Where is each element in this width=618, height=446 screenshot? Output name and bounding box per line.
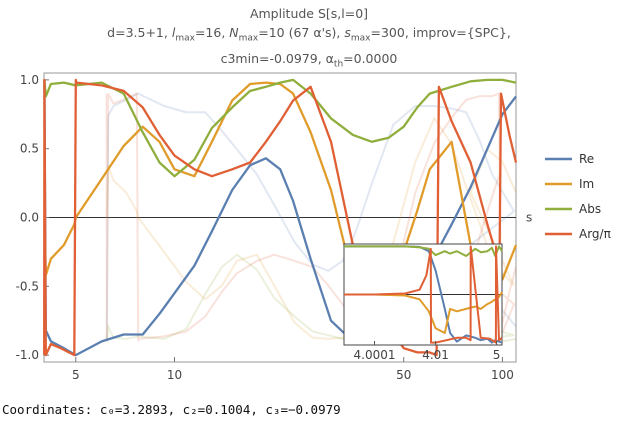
faded-curve-re	[105, 92, 517, 342]
legend-label-re: Re	[579, 152, 594, 166]
x-tick-label: 50	[396, 368, 411, 382]
x-axis-label: s	[526, 211, 532, 225]
chart-subtitle-line-2: c3min=-0.0979, αth=0.0000	[220, 50, 398, 70]
legend-label-im: Im	[579, 177, 594, 191]
y-tick-label: 1.0	[20, 73, 39, 87]
chart-title-block: Amplitude S[s,l=0] d=3.5+1, lmax=16, Nma…	[0, 4, 618, 74]
chart-title: Amplitude S[s,l=0]	[249, 6, 369, 21]
inset-series-line-abs	[344, 245, 503, 257]
y-tick-label: 0.5	[20, 142, 39, 156]
inset-x-tick-label: 4.0001	[354, 348, 396, 362]
x-tick-label: 10	[167, 368, 182, 382]
legend-label-abs: Abs	[579, 202, 601, 216]
series-line-abs	[43, 78, 517, 178]
inset-series-line-arg	[344, 245, 503, 344]
y-tick-label: 0.0	[20, 211, 39, 225]
legend-label-arg: Arg/π	[579, 227, 611, 241]
x-tick-label: 5	[72, 368, 80, 382]
inset-x-tick-label: 5	[493, 348, 501, 362]
coordinates-readout: Coordinates: c₀=3.2893, c₂=0.1004, c₃=−0…	[2, 402, 341, 417]
inset-series-line-im	[344, 291, 503, 334]
faded-curve-arg	[105, 92, 517, 342]
y-tick-label: -0.5	[16, 279, 39, 293]
x-tick-label: 100	[491, 368, 514, 382]
y-tick-label: -1.0	[16, 348, 39, 362]
chart-subtitle-line-1: d=3.5+1, lmax=16, Nmax=10 (67 α's), smax…	[107, 25, 511, 44]
series-line-arg	[43, 78, 518, 357]
inset-x-tick-label: 4.01	[422, 348, 449, 362]
